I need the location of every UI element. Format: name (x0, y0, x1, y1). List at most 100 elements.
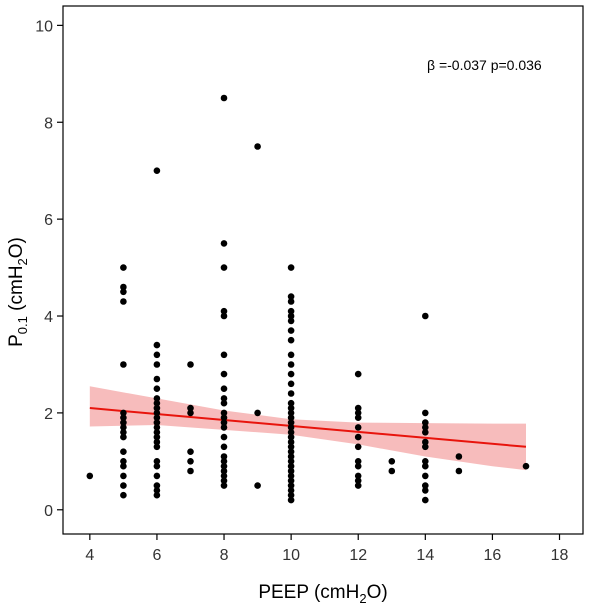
data-point (354, 462, 362, 470)
x-tick-label: 8 (220, 547, 229, 564)
data-point (354, 482, 362, 489)
regression-line (89, 407, 527, 448)
data-point (287, 307, 295, 315)
data-point (422, 472, 429, 480)
data-point (287, 458, 295, 465)
data-point (153, 487, 161, 494)
data-point (153, 375, 161, 383)
data-point (220, 395, 228, 402)
y-axis-title-main: P (6, 334, 27, 347)
data-point (354, 414, 362, 422)
data-point (287, 317, 295, 325)
data-point (187, 404, 194, 412)
data-point (287, 448, 295, 456)
data-point (187, 409, 194, 417)
data-point (287, 399, 295, 407)
x-tick-label: 16 (484, 547, 502, 564)
data-point (153, 404, 161, 412)
y-tick-label: 8 (44, 115, 53, 132)
data-point (287, 293, 295, 300)
y-tick-label: 2 (44, 406, 53, 423)
y-axis-title-subscript: 0.1 (15, 316, 30, 334)
data-point (354, 370, 362, 378)
data-point (388, 467, 396, 475)
x-axis-ticks: 4 6 8 10 12 14 16 18 (85, 534, 569, 564)
data-point (354, 433, 362, 441)
data-point (287, 327, 295, 334)
data-point (86, 472, 94, 480)
data-point (354, 458, 362, 465)
data-point (287, 351, 295, 359)
data-point (120, 298, 127, 305)
data-point (187, 448, 194, 456)
data-point (220, 424, 228, 431)
data-point (354, 477, 362, 485)
data-point (455, 453, 463, 460)
data-point (220, 453, 228, 460)
data-point (422, 419, 429, 426)
data-point (422, 438, 429, 446)
data-point (120, 472, 127, 480)
data-point (220, 462, 228, 470)
data-point (220, 385, 228, 393)
data-point (354, 424, 362, 431)
data-point (153, 419, 161, 426)
data-point (287, 264, 295, 271)
data-point (287, 433, 295, 441)
data-point (422, 443, 429, 451)
data-point (220, 477, 228, 485)
data-point (120, 424, 127, 431)
data-point (153, 414, 161, 422)
data-point (120, 414, 127, 422)
x-tick-label: 14 (416, 547, 434, 564)
x-axis-title-subscript: 2 (359, 591, 366, 606)
data-point (422, 429, 429, 436)
data-point (287, 336, 295, 344)
data-point (287, 462, 295, 470)
data-point (220, 94, 228, 102)
data-point (287, 298, 295, 305)
data-point (153, 361, 161, 368)
data-point (153, 438, 161, 446)
data-point (422, 424, 429, 431)
data-point (153, 409, 161, 417)
y-axis-title: P0.1 (cmH2O) (6, 237, 30, 347)
y-axis-title-rest: (cmH (6, 265, 27, 316)
data-point (287, 496, 295, 504)
x-tick-label: 18 (551, 547, 569, 564)
data-point (153, 443, 161, 451)
data-point (153, 341, 161, 349)
data-point (254, 143, 261, 150)
data-point (120, 458, 127, 465)
data-point (422, 312, 429, 320)
y-axis-title-end: O) (6, 237, 27, 258)
data-points-layer (86, 94, 530, 504)
x-tick-label: 6 (152, 547, 161, 564)
data-point (153, 462, 161, 470)
data-point (287, 438, 295, 446)
y-axis-title-subscript-2: 2 (15, 258, 30, 265)
data-point (120, 264, 127, 271)
data-point (153, 472, 161, 480)
data-point (220, 312, 228, 320)
data-point (120, 491, 127, 499)
data-point (455, 467, 463, 475)
data-point (220, 458, 228, 465)
data-point (287, 443, 295, 451)
data-point (153, 399, 161, 407)
data-point (388, 458, 396, 465)
data-point (153, 385, 161, 393)
data-point (422, 458, 429, 465)
data-point (153, 482, 161, 489)
data-point (287, 409, 295, 417)
x-axis-title-main: PEEP (cmH (258, 582, 359, 603)
y-tick-label: 4 (44, 309, 53, 326)
data-point (120, 361, 127, 368)
data-point (120, 429, 127, 436)
data-point (287, 361, 295, 368)
data-point (220, 399, 228, 407)
data-point (120, 482, 127, 489)
data-point (287, 414, 295, 422)
data-point (153, 395, 161, 402)
data-point (120, 448, 127, 456)
